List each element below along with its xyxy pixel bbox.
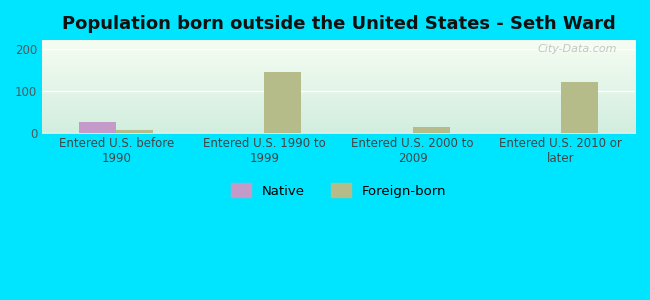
Bar [116, 130, 153, 133]
Bar [561, 82, 598, 133]
Bar [79, 122, 116, 133]
Title: Population born outside the United States - Seth Ward: Population born outside the United State… [62, 15, 616, 33]
Legend: Native, Foreign-born: Native, Foreign-born [226, 178, 451, 203]
Text: City-Data.com: City-Data.com [538, 44, 618, 54]
Bar [413, 127, 450, 133]
Bar [265, 73, 302, 133]
